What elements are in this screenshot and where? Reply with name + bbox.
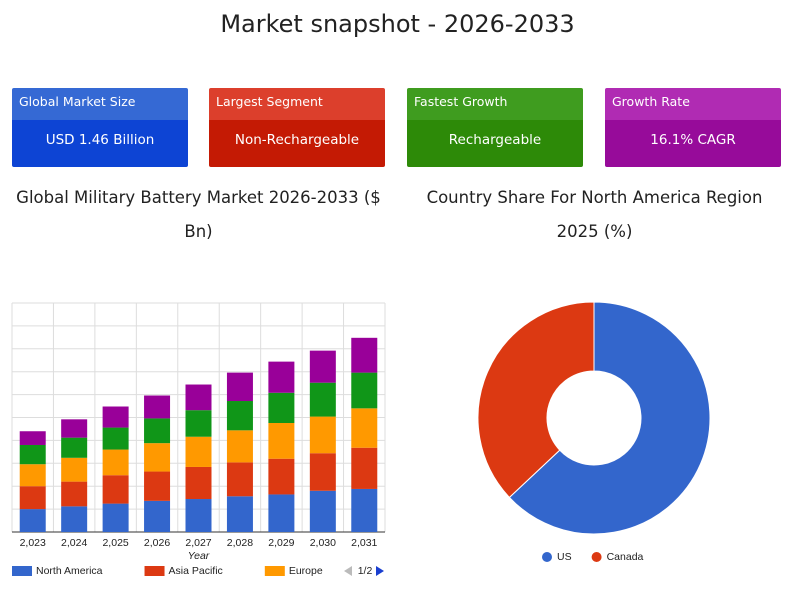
bar-segment [102, 475, 129, 504]
bar-segment [19, 444, 46, 465]
card-value: 16.1% CAGR [605, 120, 781, 167]
bar-segment [19, 509, 46, 532]
bar-segment [185, 436, 212, 467]
x-tick-label: 2,028 [227, 537, 253, 549]
bar-segment [185, 499, 212, 532]
bar-segment [226, 430, 253, 463]
x-tick-label: 2,031 [351, 537, 377, 549]
x-tick-label: 2,024 [61, 537, 87, 549]
x-tick-label: 2,025 [102, 537, 128, 549]
legend-next [376, 566, 384, 576]
card-label: Fastest Growth [407, 88, 583, 120]
legend-swatch [144, 566, 165, 576]
chart-title: Country Share For North America Region 2… [426, 188, 763, 241]
card-value: Non-Rechargeable [209, 120, 385, 167]
bar-segment [102, 427, 129, 450]
legend-pager: 1/2 [358, 565, 373, 577]
legend-label: North America [36, 565, 103, 577]
legend-label: Europe [289, 565, 323, 577]
bar-segment [185, 466, 212, 500]
legend-swatch [12, 566, 32, 576]
bar-segment [268, 392, 295, 423]
bar-segment [268, 494, 295, 532]
bar-segment [61, 419, 88, 438]
bar-segment [102, 449, 129, 476]
bar-segment [61, 506, 88, 532]
x-tick-label: 2,026 [144, 537, 170, 549]
legend-prev [344, 566, 352, 576]
bar-segment [19, 431, 46, 445]
donut-slice [508, 301, 711, 535]
bar-segment [226, 496, 253, 532]
bar-segment [226, 462, 253, 497]
bar-segment [351, 447, 378, 489]
bar-segment [185, 410, 212, 437]
kpi-card: Fastest Growth Rechargeable [407, 88, 583, 167]
x-tick-label: 2,023 [20, 537, 46, 549]
bar-segment [268, 458, 295, 495]
bar-segment [309, 416, 336, 454]
bar-segment [351, 488, 378, 532]
legend-swatch [264, 566, 285, 576]
card-label: Largest Segment [209, 88, 385, 120]
bar-segment [19, 464, 46, 487]
bar-segment [185, 384, 212, 411]
card-value: USD 1.46 Billion [12, 120, 188, 167]
kpi-card: Growth Rate 16.1% CAGR [605, 88, 781, 167]
bar-segment [144, 443, 171, 472]
chart-title: Global Military Battery Market 2026-2033… [16, 188, 381, 241]
x-tick-label: 2,030 [310, 537, 336, 549]
legend-label: Canada [607, 551, 644, 563]
legend-label: US [557, 551, 572, 563]
bar-segment [309, 382, 336, 417]
bar-segment [61, 481, 88, 507]
page-title: Market snapshot - 2026-2033 [220, 10, 575, 38]
x-tick-label: 2,029 [268, 537, 294, 549]
bar-segment [226, 401, 253, 431]
card-label: Global Market Size [12, 88, 188, 120]
bar-segment [351, 372, 378, 409]
bar-segment [144, 500, 171, 532]
card-label: Growth Rate [605, 88, 781, 120]
legend-label: Asia Pacific [169, 565, 223, 577]
bar-segment [268, 422, 295, 459]
kpi-card: Largest Segment Non-Rechargeable [209, 88, 385, 167]
bar-segment [61, 457, 88, 482]
x-axis-title: Year [188, 550, 210, 562]
bar-segment [309, 490, 336, 532]
bar-segment [144, 471, 171, 501]
bar-segment [309, 453, 336, 491]
kpi-card: Global Market Size USD 1.46 Billion [12, 88, 188, 167]
bar-segment [144, 418, 171, 444]
donut-slice [477, 301, 595, 499]
bar-segment [61, 437, 88, 458]
bar-segment [19, 486, 46, 510]
bar-segment [102, 503, 129, 532]
card-value: Rechargeable [407, 120, 583, 167]
bar-segment [268, 361, 295, 393]
x-tick-label: 2,027 [185, 537, 211, 549]
bar-segment [144, 395, 171, 419]
bar-segment [102, 406, 129, 428]
legend-dot [591, 552, 602, 562]
legend-dot [542, 552, 552, 562]
bar-segment [351, 408, 378, 448]
bar-segment [309, 350, 336, 383]
bar-segment [226, 372, 253, 402]
bar-segment [351, 337, 378, 373]
